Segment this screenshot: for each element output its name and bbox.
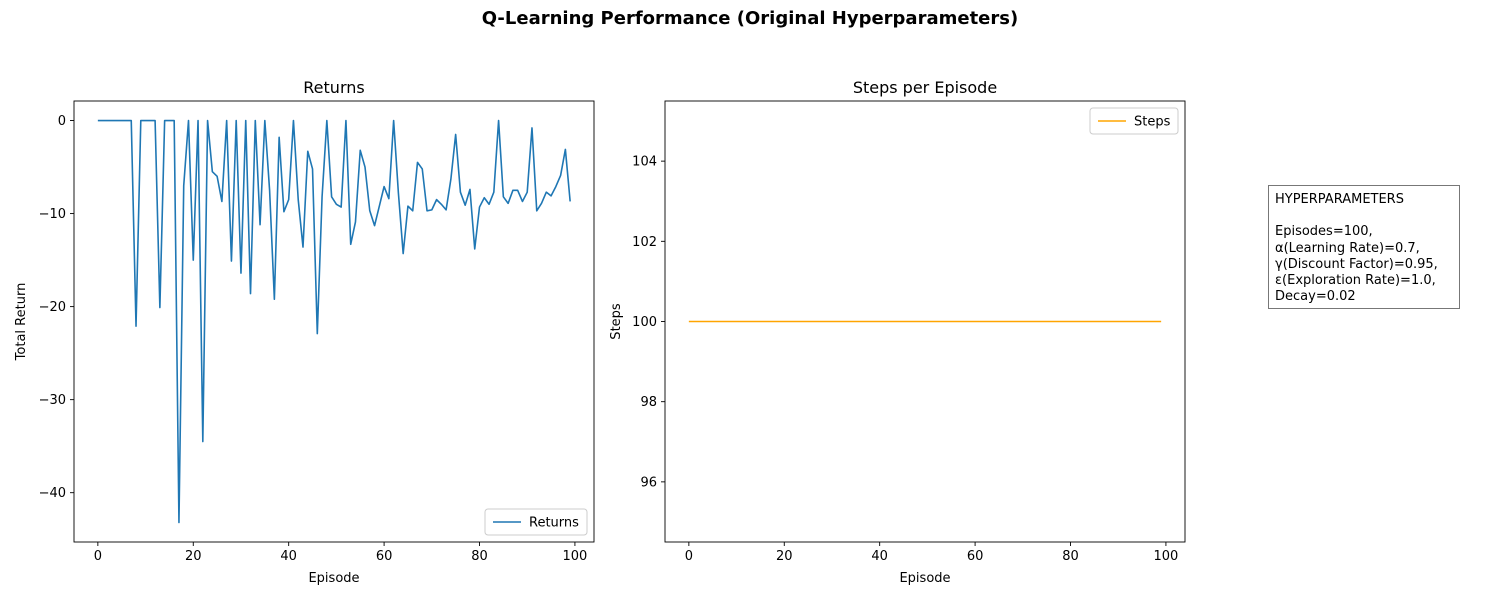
figure-suptitle: Q-Learning Performance (Original Hyperpa…	[481, 8, 1019, 29]
y-tick-label: −40	[39, 486, 66, 501]
series-line-returns	[97, 119, 571, 524]
axes-frame	[73, 100, 595, 543]
x-tick-label: 100	[1154, 549, 1179, 564]
y-axis-label: Steps	[609, 303, 624, 340]
y-tick-label: 100	[632, 315, 657, 330]
x-tick-label: 60	[967, 549, 984, 564]
legend-label: Returns	[529, 516, 579, 531]
y-tick-label: 104	[632, 155, 657, 170]
hyperparameters-heading: HYPERPARAMETERS	[1275, 192, 1404, 207]
hyperparameter-decay: Decay=0.02	[1275, 289, 1356, 305]
y-tick-label: −30	[39, 393, 66, 408]
x-axis-label: Episode	[899, 571, 950, 586]
hyperparameters-box: HYPERPARAMETERS Episodes=100, α(Learning…	[1268, 185, 1460, 309]
chart-returns: Returns 0 20 40 60 80 100 0 −10 −20 −30 −40 Episode T…	[14, 78, 595, 586]
y-tick-label: 0	[58, 114, 66, 129]
x-tick-label: 80	[1062, 549, 1079, 564]
hyperparameters-spacer	[1275, 208, 1453, 224]
hyperparameter-epsilon: ε(Exploration Rate)=1.0,	[1275, 273, 1436, 289]
legend-label: Steps	[1134, 115, 1171, 130]
x-tick-label: 80	[471, 549, 488, 564]
chart-title: Returns	[303, 78, 364, 97]
chart-title: Steps per Episode	[853, 78, 997, 97]
y-tick-label: 96	[640, 475, 657, 490]
hyperparameter-alpha: α(Learning Rate)=0.7,	[1275, 240, 1420, 256]
hyperparameter-gamma: γ(Discount Factor)=0.95,	[1275, 256, 1438, 272]
x-tick-label: 40	[871, 549, 888, 564]
hyperparameter-episodes: Episodes=100,	[1275, 224, 1373, 240]
chart-steps: Steps per Episode 0 20 40 60 80 100 96 98 100 102 1…	[609, 78, 1186, 586]
y-tick-label: −10	[39, 207, 66, 222]
y-tick-label: 102	[632, 235, 657, 250]
y-axis-label: Total Return	[14, 283, 29, 362]
x-tick-label: 100	[563, 549, 588, 564]
x-axis-label: Episode	[308, 571, 359, 586]
legend-box	[1089, 107, 1179, 135]
x-tick-label: 60	[376, 549, 393, 564]
x-tick-label: 20	[776, 549, 793, 564]
x-tick-label: 40	[280, 549, 297, 564]
legend-box	[484, 508, 588, 536]
y-tick-label: 98	[640, 395, 657, 410]
x-tick-label: 0	[94, 549, 102, 564]
x-tick-label: 20	[185, 549, 202, 564]
y-tick-label: −20	[39, 300, 66, 315]
x-tick-label: 0	[685, 549, 693, 564]
